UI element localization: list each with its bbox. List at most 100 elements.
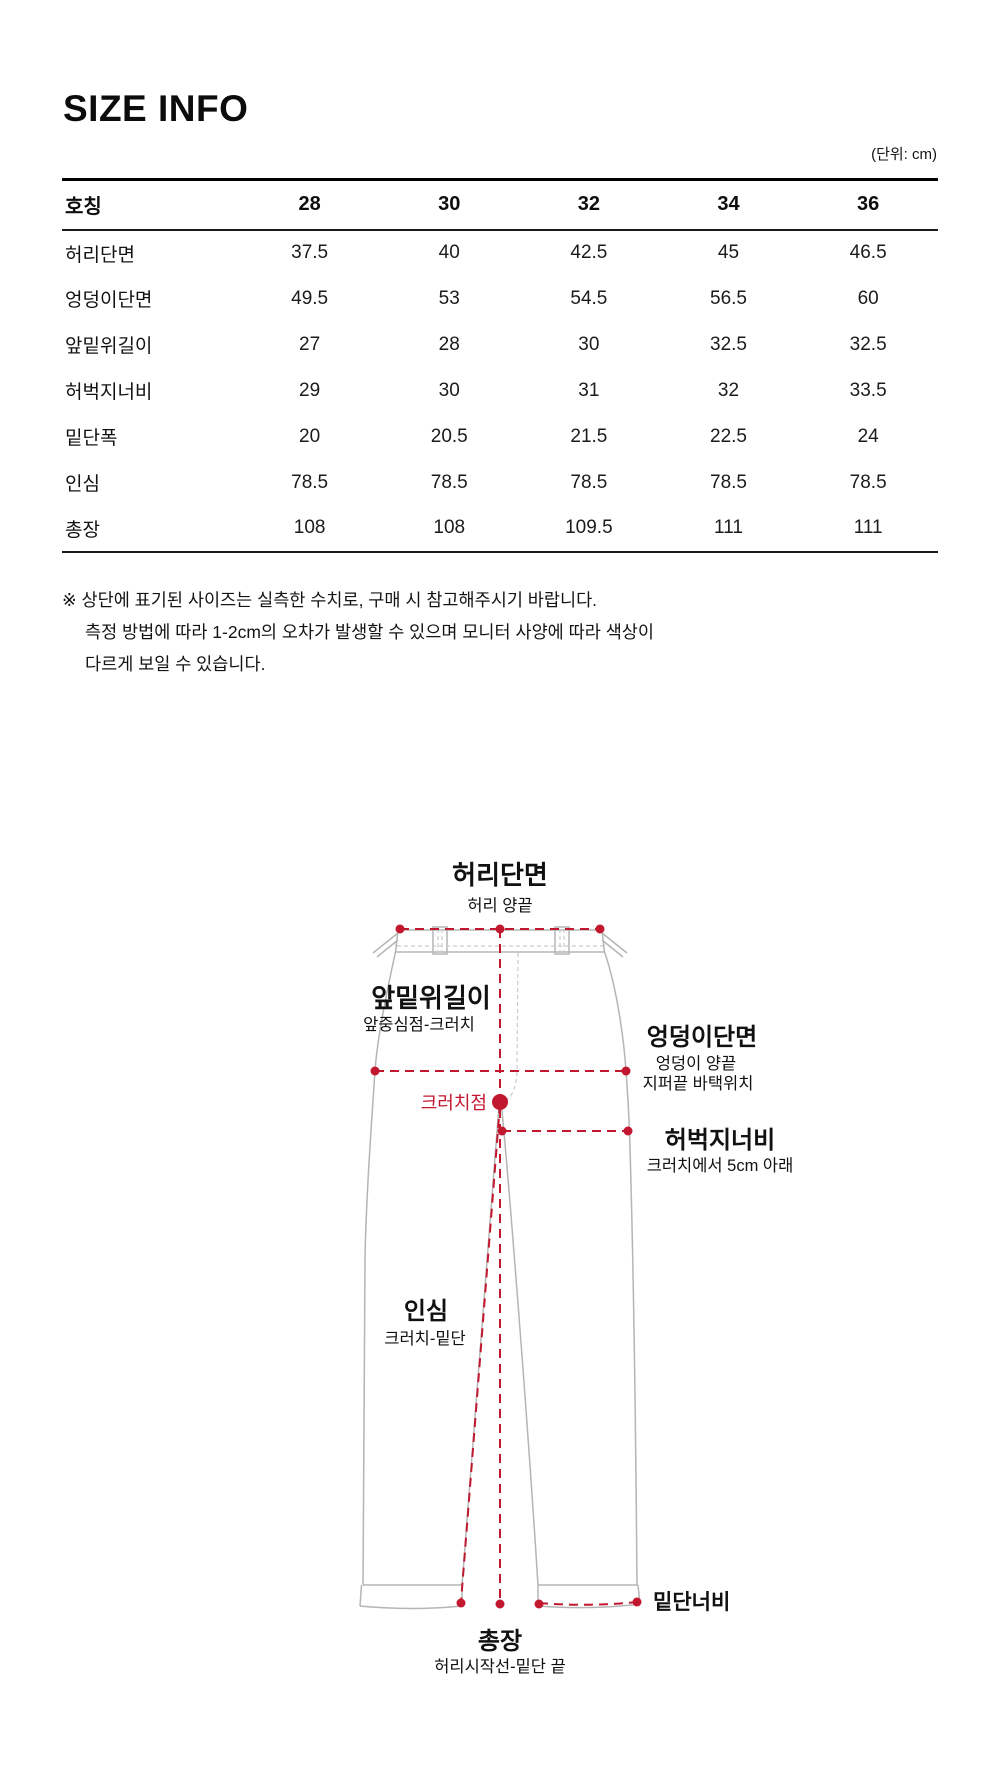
cell-value: 78.5 [430,471,468,493]
note-line-1: ※ 상단에 표기된 사이즈는 실측한 수치로, 구매 시 참고해주시기 바랍니다… [62,590,598,610]
fly-line [502,952,519,1103]
cell-value: 20 [299,425,321,447]
crotch-dot [492,1094,508,1110]
table-row-front-rise: 앞밑위길이 27 28 30 32.5 32.5 [62,322,938,368]
cell-value: 30 [438,379,460,401]
note-line-2: 측정 방법에 따라 1-2cm의 오차가 발생할 수 있으며 모니터 사양에 따… [85,622,655,642]
inseam-sublabel: 크러치-밑단 [384,1329,465,1348]
cell-value: 33.5 [849,379,887,401]
size-table-wrap: 호칭 28 30 32 34 36 허리단면 37.5 40 42.5 45 4… [62,178,938,553]
inseam-line [460,1103,501,1603]
cell-value: 40 [438,242,460,263]
cell-value: 24 [857,425,879,447]
cell-value: 56.5 [710,287,747,309]
cell-value: 78.5 [291,471,329,493]
cell-value: 31 [578,379,600,401]
total-length-sublabel: 허리시작선-밑단 끝 [434,1657,566,1676]
belt-loop-left-stitch [437,929,443,952]
header-cell-name: 호칭 [65,196,102,219]
row-label: 허벅지너비 [65,382,153,403]
front-rise-sublabel: 앞중심점-크러치 [363,1015,475,1034]
thigh-sublabel: 크러치에서 5cm 아래 [647,1156,794,1175]
cell-value: 54.5 [570,287,608,309]
cell-value: 37.5 [291,242,329,263]
waist-dot-center [495,924,505,934]
row-label: 인심 [65,474,100,495]
thigh-label: 허벅지너비 [665,1127,775,1154]
cell-value: 32.5 [849,333,887,355]
table-header-row: 호칭 28 30 32 34 36 [62,180,938,230]
hem-width-label: 밑단너비 [653,1591,730,1614]
row-label: 엉덩이단면 [65,290,153,311]
cell-value: 53 [438,287,460,309]
waist-sublabel: 허리 양끝 [467,896,532,915]
belt-loop-left [432,926,448,955]
cell-value: 78.5 [710,471,747,493]
cell-value: 60 [857,287,879,309]
inseam-hem-dot [456,1598,466,1608]
row-label: 밑단폭 [65,428,118,449]
hip-dot-right [621,1066,631,1076]
pants-diagram: 허리단면 허리 양끝 앞밑위길이 앞중심점-크러치 엉덩이단면 엉덩이 양끝 지… [359,860,794,1676]
cell-value: 30 [578,333,600,355]
waist-dot-right [595,924,605,934]
row-label: 허리단면 [65,244,135,266]
left-pocket-slant [372,932,399,958]
total-length-hem-dot [495,1599,505,1609]
table-row-waist: 허리단면 37.5 40 42.5 45 46.5 [62,230,938,276]
row-label: 총장 [65,519,100,541]
header-cell-36: 36 [857,193,880,216]
cell-value: 32 [717,379,740,401]
left-outer-seam [362,951,397,1586]
size-note: ※ 상단에 표기된 사이즈는 실측한 수치로, 구매 시 참고해주시기 바랍니다… [62,584,940,680]
cell-value: 32.5 [710,333,747,355]
cell-value: 111 [714,517,743,538]
cell-value: 42.5 [570,242,608,263]
thigh-dot-right [623,1126,633,1136]
belt-loop-right-stitch [559,929,565,952]
right-pocket-slant [601,932,628,958]
header-cell-34: 34 [717,193,740,216]
note-line-3: 다르게 보일 수 있습니다. [85,654,266,674]
header-cell-28: 28 [298,193,321,216]
hip-label: 엉덩이단면 [647,1024,757,1051]
belt-loop-right [554,926,570,955]
unit-label: (단위: cm) [871,146,937,163]
right-inner-seam [500,1105,539,1586]
front-rise-label: 앞밑위길이 [371,983,491,1013]
waist-dot-left [395,924,405,934]
table-row-total-length: 총장 108 108 109.5 111 111 [62,506,938,552]
inseam-label: 인심 [404,1298,448,1325]
cell-value: 21.5 [570,425,608,447]
cell-value: 78.5 [570,471,608,493]
cell-value: 45 [717,242,740,263]
cell-value: 78.5 [849,471,887,493]
size-table: 호칭 28 30 32 34 36 허리단면 37.5 40 42.5 45 4… [62,178,938,553]
page-title: SIZE INFO [63,88,249,129]
cell-value: 111 [853,517,883,538]
hem-width-line [538,1601,638,1606]
cell-value: 29 [299,379,321,401]
cell-value: 20.5 [430,425,468,447]
cell-value: 22.5 [710,425,747,447]
total-length-label: 총장 [478,1628,522,1655]
crotch-point-label: 크러치점 [421,1093,487,1113]
waist-label: 허리단면 [452,860,548,890]
right-hem-cuff [537,1584,641,1609]
hem-dot-left [534,1599,544,1609]
cell-value: 109.5 [565,517,613,538]
header-cell-32: 32 [577,193,600,216]
row-label: 앞밑위길이 [65,336,153,357]
header-cell-30: 30 [438,193,461,216]
hem-dot-right [632,1597,642,1607]
right-outer-seam [603,951,638,1586]
measurement-lines [375,928,638,1606]
cell-value: 108 [433,517,466,538]
table-row-hem: 밑단폭 20 20.5 21.5 22.5 24 [62,414,938,460]
cell-value: 108 [293,517,326,538]
cell-value: 28 [438,333,460,355]
cell-value: 46.5 [849,242,887,263]
cell-value: 27 [299,333,321,355]
table-row-hip: 엉덩이단면 49.5 53 54.5 56.5 60 [62,276,938,322]
